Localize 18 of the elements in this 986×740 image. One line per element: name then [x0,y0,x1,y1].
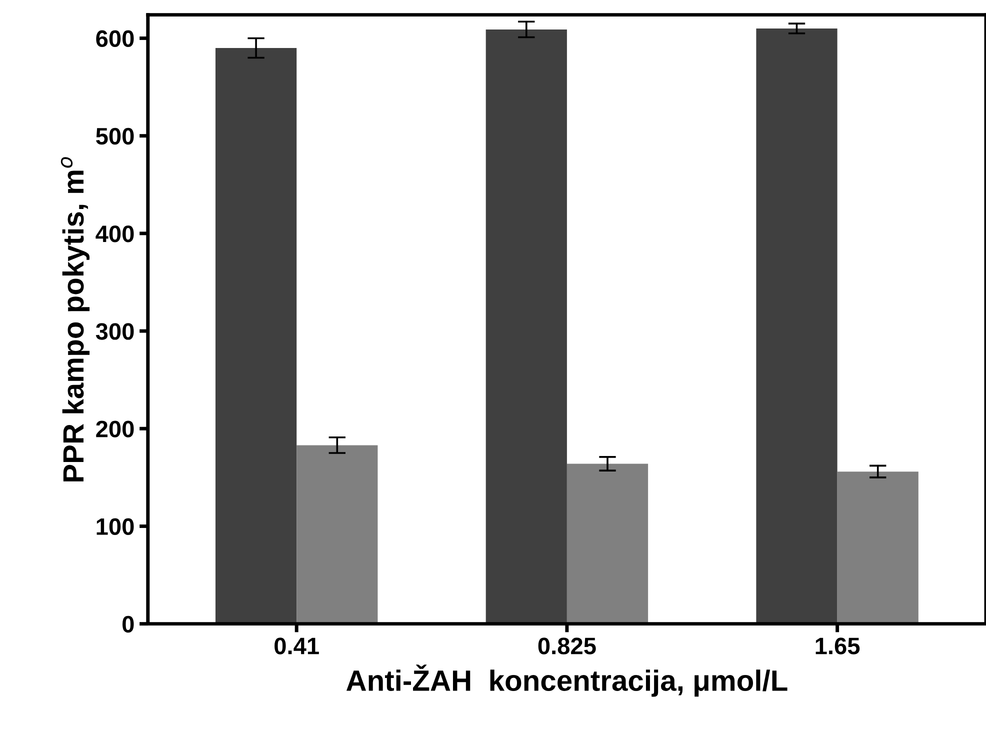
x-tick-label: 0.41 [274,638,319,654]
bar [566,464,648,624]
y-axis-title: PPR kampo pokytis, m$^{o}$ [60,157,90,482]
x-axis-title: Anti-ŽAH koncentracija, μmol/L [346,664,788,697]
bar [756,28,838,624]
y-tick-label: 300 [96,323,134,340]
y-tick-label: 400 [96,225,134,242]
y-tick-label: 100 [96,518,134,536]
bar [215,48,297,624]
bar [296,445,378,624]
x-tick-label: 1.65 [816,638,860,654]
y-tick-label: 200 [96,420,134,438]
y-tick-label: 500 [96,128,134,145]
x-tick-label: 0.825 [538,638,596,654]
y-tick-label: 0 [122,616,134,633]
bar [486,29,567,624]
bar [837,472,918,624]
y-tick-label: 600 [96,30,134,48]
